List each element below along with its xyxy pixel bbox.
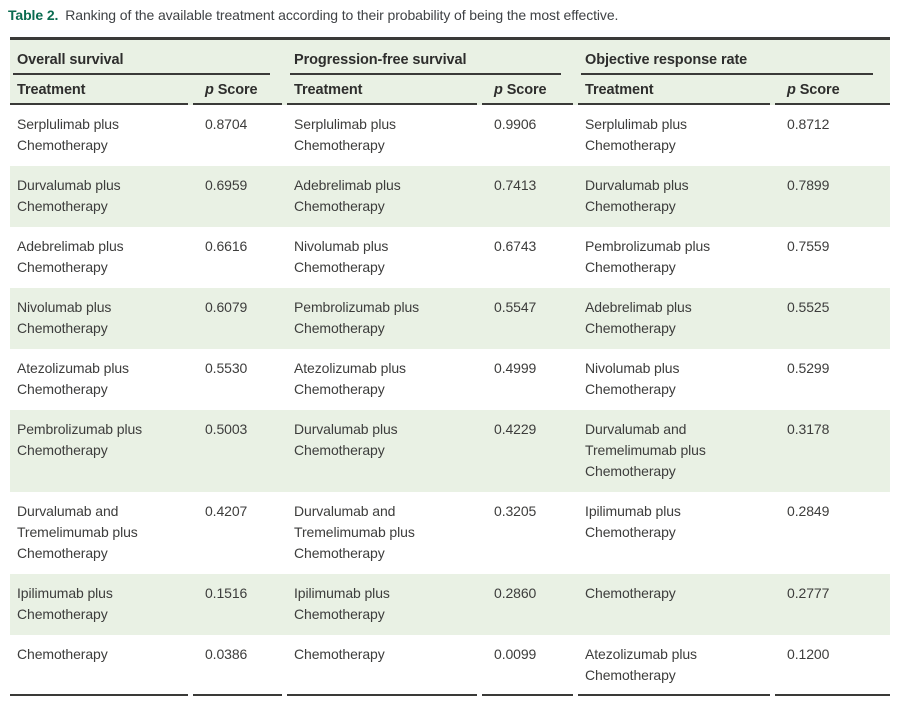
p-symbol: p	[494, 82, 503, 98]
os-pscore-cell: 0.6079	[193, 288, 288, 349]
orr-pscore-cell: 0.3178	[775, 410, 891, 492]
os-pscore-cell: 0.4207	[205, 503, 248, 519]
column-header-row: Treatment p Score Treatment p Score Trea…	[10, 77, 891, 105]
orr-pscore-cell: 0.5299	[787, 360, 830, 376]
orr-treatment-cell: Serplulimab plus Chemotherapy	[585, 116, 687, 153]
pfs-treatment-cell: Durvalumab plus Chemotherapy	[287, 410, 483, 492]
table-caption-text: Ranking of the available treatment accor…	[65, 7, 619, 23]
os-treatment-cell: Chemotherapy	[10, 635, 193, 696]
orr-treatment-cell: Durvalumab and Tremelimumab plus Chemoth…	[578, 410, 776, 492]
table-row: Atezolizumab plus Chemotherapy 0.5530 At…	[10, 349, 890, 410]
treatment-ranking-table: Overall survival Progression-free surviv…	[10, 37, 891, 696]
os-treatment-cell: Ipilimumab plus Chemotherapy	[10, 574, 193, 635]
table-caption: Table 2. Ranking of the available treatme…	[8, 7, 903, 24]
group-header-overall-survival: Overall survival	[10, 38, 288, 77]
os-pscore-cell: 0.1516	[193, 574, 288, 635]
pfs-pscore-cell: 0.2860	[482, 574, 579, 635]
table-row: Adebrelimab plus Chemotherapy 0.6616 Niv…	[10, 227, 890, 288]
os-pscore-cell: 0.6959	[193, 166, 288, 227]
pfs-pscore-cell: 0.3205	[494, 503, 537, 519]
pfs-pscore-header: p Score	[482, 77, 579, 105]
table-row: Durvalumab and Tremelimumab plus Chemoth…	[10, 492, 890, 574]
pfs-pscore-cell: 0.9906	[494, 116, 537, 132]
pfs-treatment-header: Treatment	[287, 77, 483, 105]
pfs-treatment-cell: Chemotherapy	[287, 635, 482, 696]
pfs-treatment-cell: Pembrolizumab plus Chemotherapy	[287, 288, 483, 349]
table-caption-label: Table 2.	[8, 7, 59, 23]
table-row: Pembrolizumab plus Chemotherapy 0.5003 D…	[10, 410, 891, 492]
pfs-treatment-cell: Adebrelimab plus Chemotherapy	[287, 166, 483, 227]
orr-treatment-cell: Durvalumab plus Chemotherapy	[578, 166, 776, 227]
orr-treatment-cell: Atezolizumab plus Chemotherapy	[578, 635, 775, 696]
table-row: Durvalumab plus Chemotherapy 0.6959 Adeb…	[10, 166, 891, 227]
os-treatment-header: Treatment	[10, 77, 193, 105]
p-symbol: p	[787, 82, 796, 98]
pfs-pscore-cell: 0.0099	[482, 635, 578, 696]
table-row: Ipilimumab plus Chemotherapy 0.1516 Ipil…	[10, 574, 891, 635]
orr-treatment-cell: Adebrelimab plus Chemotherapy	[578, 288, 776, 349]
pfs-treatment-cell: Serplulimab plus Chemotherapy	[294, 116, 396, 153]
pfs-treatment-cell: Nivolumab plus Chemotherapy	[294, 238, 389, 275]
os-pscore-cell: 0.5530	[205, 360, 248, 376]
table-row: Chemotherapy 0.0386 Chemotherapy 0.0099 …	[10, 635, 891, 696]
table-row: Nivolumab plus Chemotherapy 0.6079 Pembr…	[10, 288, 891, 349]
os-pscore-cell: 0.8704	[205, 116, 248, 132]
pfs-treatment-cell: Ipilimumab plus Chemotherapy	[287, 574, 483, 635]
os-treatment-cell: Adebrelimab plus Chemotherapy	[17, 238, 124, 275]
os-treatment-cell: Serplulimab plus Chemotherapy	[17, 116, 119, 153]
orr-treatment-cell: Pembrolizumab plus Chemotherapy	[585, 238, 711, 275]
pfs-treatment-cell: Durvalumab and Tremelimumab plus Chemoth…	[294, 503, 415, 561]
group-header-row: Overall survival Progression-free surviv…	[10, 38, 891, 77]
os-treatment-cell: Durvalumab plus Chemotherapy	[10, 166, 193, 227]
orr-treatment-cell: Nivolumab plus Chemotherapy	[585, 360, 680, 397]
orr-pscore-cell: 0.7559	[787, 238, 830, 254]
table-row: Serplulimab plus Chemotherapy 0.8704 Ser…	[10, 105, 890, 166]
os-pscore-cell: 0.5003	[193, 410, 288, 492]
pfs-treatment-cell: Atezolizumab plus Chemotherapy	[294, 360, 406, 397]
orr-pscore-cell: 0.5525	[775, 288, 891, 349]
pfs-pscore-cell: 0.5547	[482, 288, 579, 349]
os-treatment-cell: Durvalumab and Tremelimumab plus Chemoth…	[17, 503, 138, 561]
os-treatment-cell: Nivolumab plus Chemotherapy	[10, 288, 193, 349]
pfs-pscore-cell: 0.4999	[494, 360, 537, 376]
orr-treatment-cell: Chemotherapy	[578, 574, 776, 635]
score-label: Score	[799, 82, 840, 98]
orr-treatment-cell: Ipilimumab plus Chemotherapy	[585, 503, 681, 540]
pfs-pscore-cell: 0.7413	[482, 166, 579, 227]
orr-pscore-cell: 0.8712	[787, 116, 830, 132]
orr-treatment-header: Treatment	[578, 77, 776, 105]
os-treatment-cell: Atezolizumab plus Chemotherapy	[17, 360, 129, 397]
score-label: Score	[217, 82, 258, 98]
p-symbol: p	[205, 82, 214, 98]
orr-pscore-cell: 0.7899	[775, 166, 891, 227]
orr-pscore-cell: 0.1200	[775, 635, 891, 696]
os-pscore-cell: 0.6616	[205, 238, 248, 254]
group-header-objective-response-rate: Objective response rate	[578, 38, 891, 77]
group-header-progression-free-survival: Progression-free survival	[287, 38, 579, 77]
orr-pscore-header: p Score	[775, 77, 891, 105]
os-pscore-header: p Score	[193, 77, 288, 105]
orr-pscore-cell: 0.2849	[787, 503, 830, 519]
pfs-pscore-cell: 0.6743	[494, 238, 537, 254]
os-treatment-cell: Pembrolizumab plus Chemotherapy	[10, 410, 193, 492]
score-label: Score	[506, 82, 547, 98]
orr-pscore-cell: 0.2777	[775, 574, 891, 635]
os-pscore-cell: 0.0386	[193, 635, 287, 696]
pfs-pscore-cell: 0.4229	[482, 410, 579, 492]
